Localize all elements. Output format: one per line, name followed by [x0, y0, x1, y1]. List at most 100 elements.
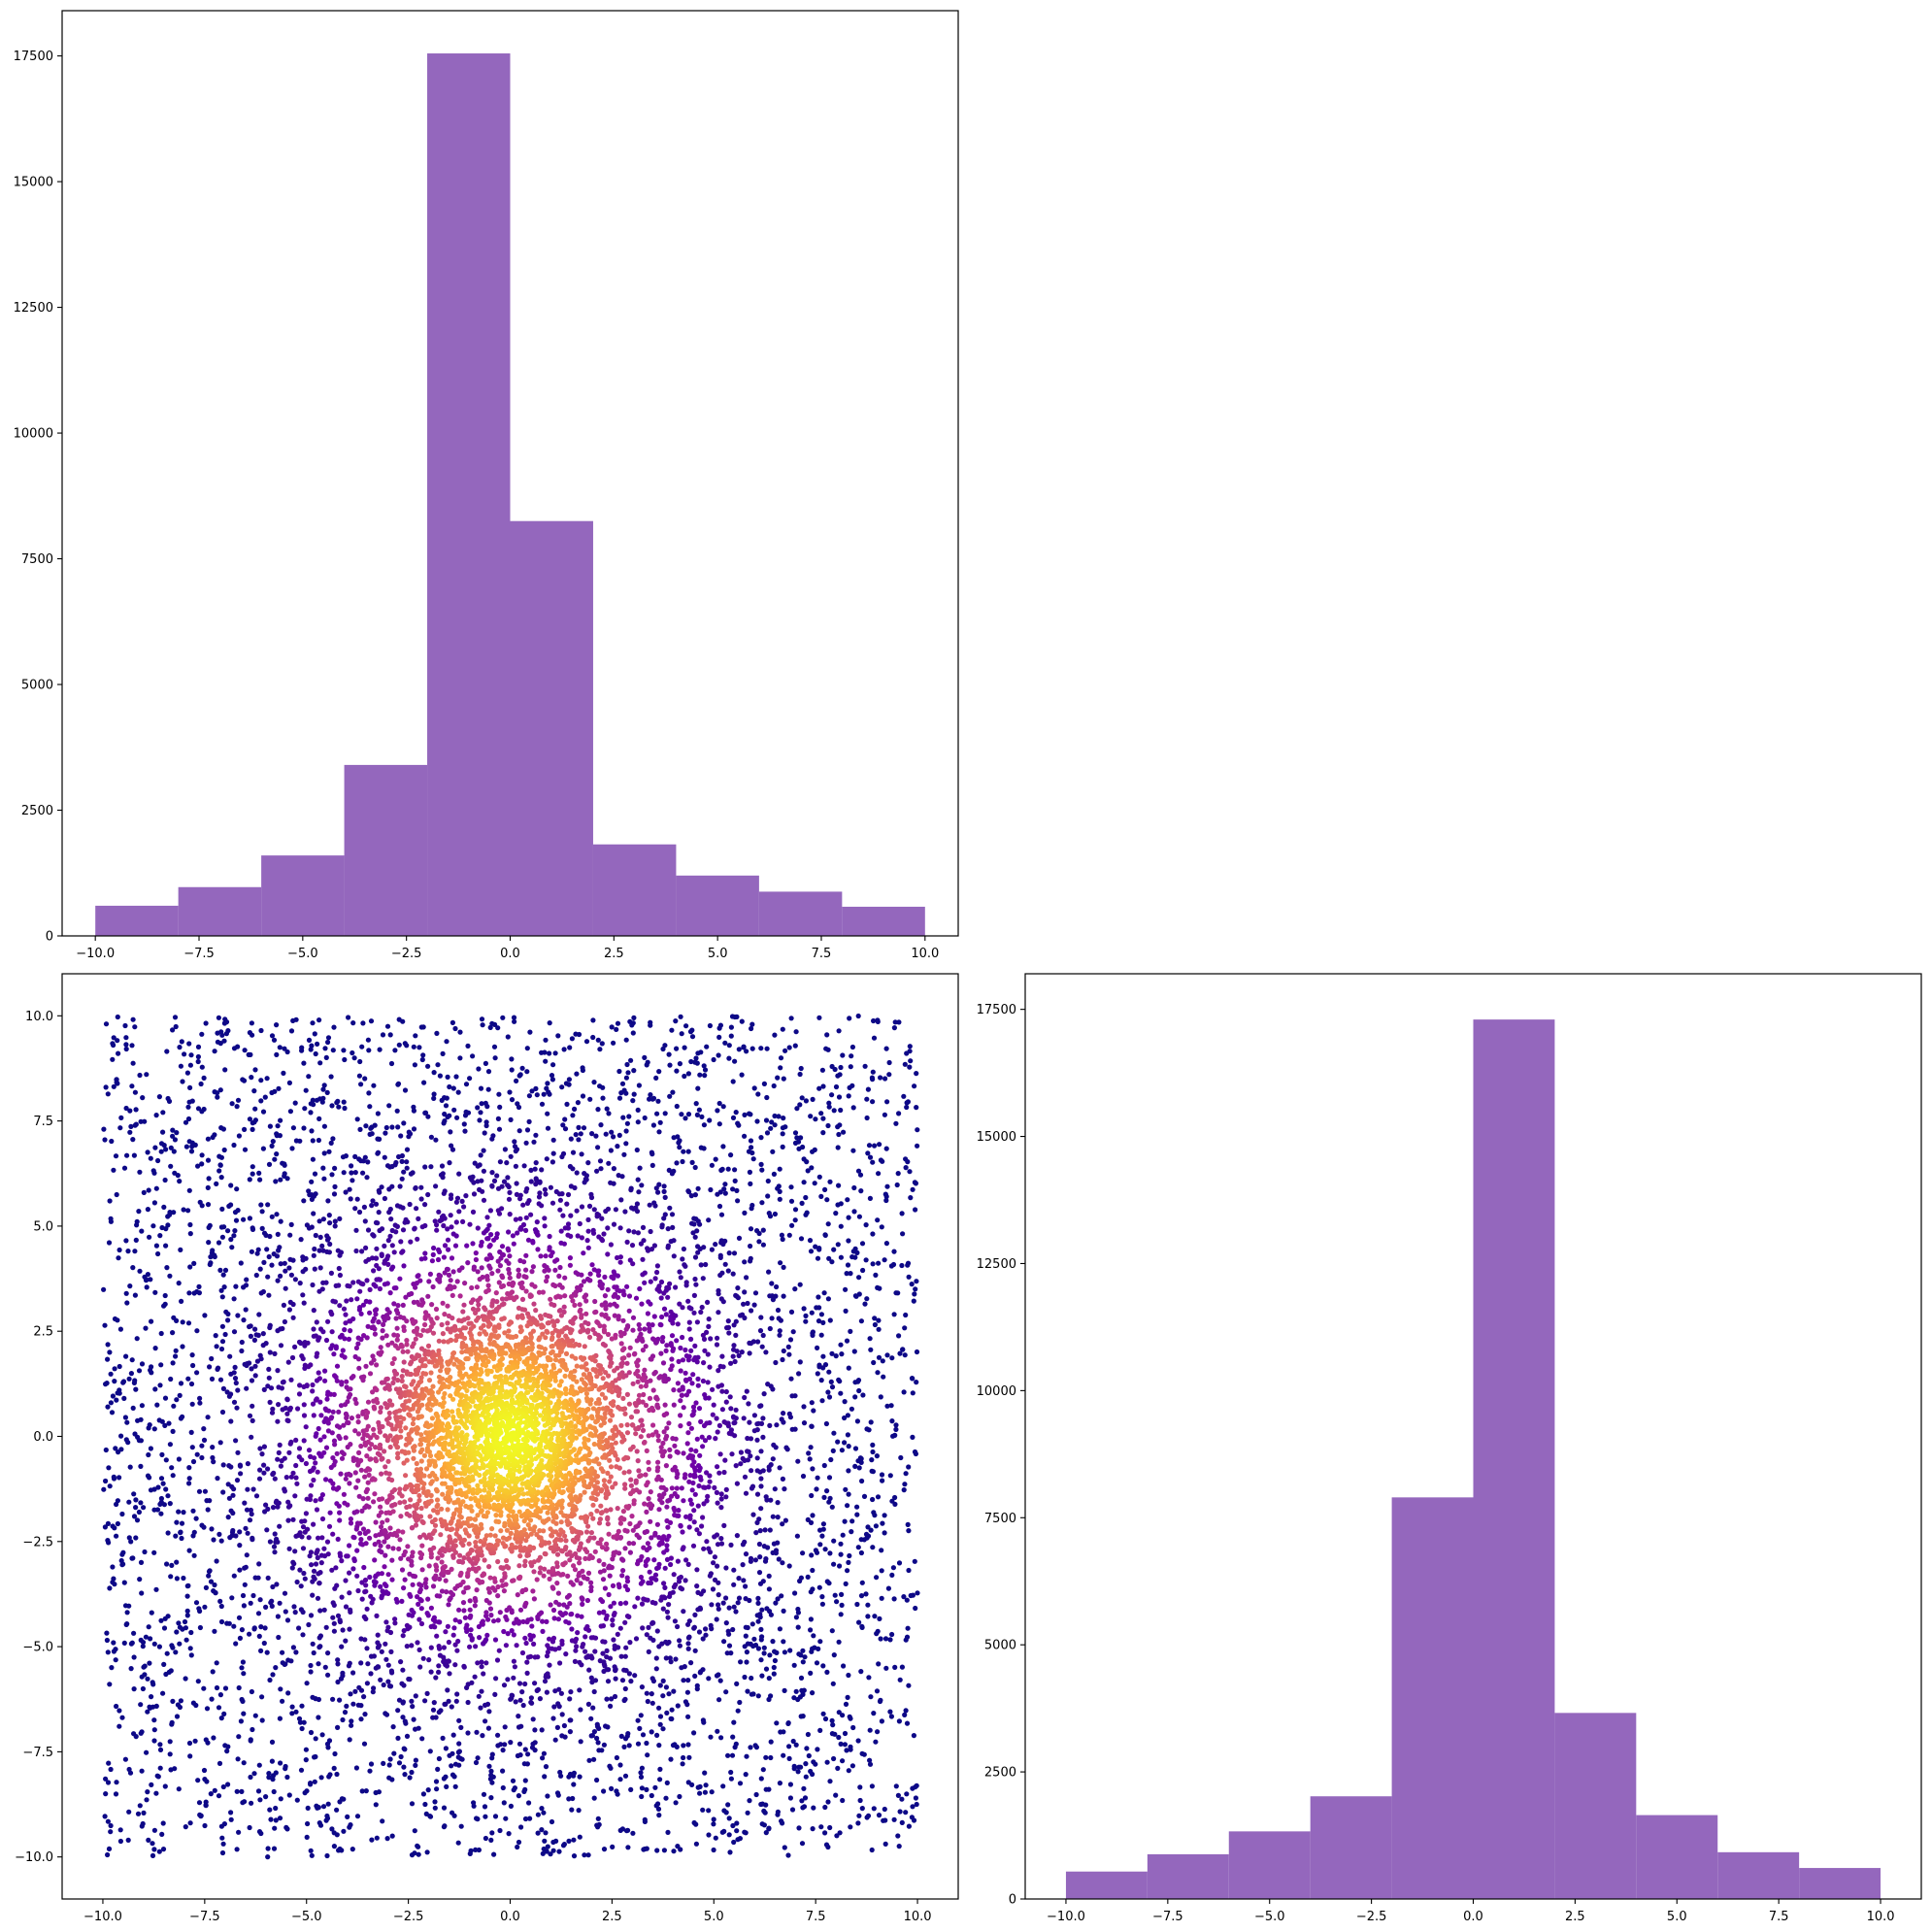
- scatter-point: [218, 1603, 224, 1610]
- scatter-point: [382, 1582, 387, 1587]
- scatter-point: [644, 1690, 649, 1696]
- scatter-point: [726, 1430, 732, 1436]
- scatter-point: [296, 1625, 302, 1631]
- scatter-point: [218, 1346, 225, 1352]
- scatter-point: [832, 1592, 838, 1598]
- scatter-point: [470, 1241, 476, 1247]
- scatter-point: [849, 1763, 856, 1769]
- scatter-point: [689, 1220, 695, 1226]
- scatter-point: [909, 1282, 915, 1287]
- scatter-point: [281, 1302, 286, 1308]
- scatter-point: [485, 1086, 491, 1092]
- scatter-point: [705, 1299, 711, 1305]
- scatter-point: [311, 1574, 316, 1580]
- scatter-point: [186, 1290, 192, 1296]
- scatter-point: [733, 1741, 739, 1747]
- scatter-point: [316, 1137, 321, 1144]
- scatter-point: [852, 1446, 859, 1451]
- scatter-point: [875, 1217, 881, 1223]
- scatter-point: [293, 1462, 299, 1469]
- scatter-point: [172, 1137, 178, 1143]
- scatter-point: [267, 1807, 273, 1813]
- scatter-point: [173, 1353, 179, 1359]
- scatter-point: [168, 1145, 174, 1150]
- scatter-point: [453, 1074, 459, 1080]
- scatter-point: [301, 1125, 307, 1131]
- scatter-point: [489, 1136, 495, 1142]
- scatter-point: [289, 1146, 295, 1151]
- scatter-point: [404, 1622, 410, 1628]
- scatter-point: [278, 1760, 283, 1766]
- scatter-point: [509, 1067, 515, 1073]
- scatter-point: [140, 1644, 146, 1649]
- scatter-point: [492, 1637, 499, 1643]
- scatter-point: [505, 1034, 511, 1040]
- scatter-point: [869, 1468, 875, 1474]
- scatter-point: [484, 1632, 490, 1638]
- scatter-point: [599, 1238, 606, 1244]
- scatter-point: [826, 1499, 832, 1505]
- scatter-point: [674, 1068, 680, 1074]
- scatter-point: [696, 1629, 703, 1635]
- scatter-point: [649, 1676, 655, 1682]
- scatter-point: [321, 1607, 327, 1613]
- scatter-point: [228, 1810, 234, 1815]
- scatter-point: [700, 1378, 707, 1384]
- scatter-point: [276, 1085, 282, 1091]
- scatter-point: [673, 1284, 679, 1290]
- scatter-point: [251, 1119, 257, 1125]
- scatter-point: [822, 1804, 828, 1811]
- scatter-point: [796, 1146, 802, 1151]
- scatter-point: [231, 1573, 237, 1579]
- scatter-point: [133, 1497, 139, 1503]
- scatter-point: [255, 1611, 262, 1616]
- scatter-point: [368, 1593, 374, 1599]
- scatter-point: [201, 1426, 207, 1432]
- scatter-point: [698, 1418, 704, 1424]
- scatter-point: [594, 1168, 600, 1174]
- scatter-point: [631, 1068, 637, 1074]
- scatter-point: [855, 1738, 861, 1744]
- scatter-point: [910, 1785, 916, 1791]
- scatter-point: [552, 1258, 558, 1264]
- scatter-point: [197, 1624, 203, 1631]
- scatter-point: [816, 1174, 822, 1180]
- scatter-point: [388, 1216, 394, 1222]
- hist-x-x-tick-label: 5.0: [708, 947, 728, 961]
- scatter-point: [522, 1747, 528, 1752]
- scatter-point: [804, 1746, 810, 1751]
- scatter-point: [815, 1255, 821, 1261]
- scatter-point: [759, 1634, 765, 1640]
- scatter-point: [760, 1416, 766, 1421]
- scatter-point: [728, 1769, 734, 1776]
- scatter-point: [226, 1620, 232, 1626]
- scatter-point: [448, 1195, 454, 1201]
- scatter-point: [759, 1200, 765, 1206]
- scatter-point: [685, 1780, 691, 1785]
- scatter-point: [781, 1076, 786, 1082]
- scatter-point: [446, 1602, 451, 1608]
- scatter-point: [311, 1649, 316, 1656]
- scatter-point: [193, 1600, 200, 1606]
- scatter-point: [334, 1378, 340, 1383]
- scatter-point: [230, 1527, 236, 1534]
- scatter-point: [199, 1443, 205, 1449]
- scatter-point: [312, 1031, 317, 1037]
- scatter-point: [364, 1278, 370, 1283]
- scatter-point: [207, 1568, 213, 1574]
- scatter-point: [237, 1635, 243, 1641]
- scatter-point: [691, 1216, 697, 1221]
- scatter-point: [761, 1650, 767, 1656]
- scatter-point: [264, 1527, 270, 1533]
- scatter-point: [638, 1770, 644, 1776]
- scatter-point: [249, 1688, 254, 1695]
- scatter-point: [174, 1397, 180, 1403]
- scatter-point: [309, 1224, 315, 1230]
- scatter-point: [486, 1709, 492, 1715]
- scatter-point: [151, 1727, 157, 1733]
- scatter-point: [155, 1157, 161, 1164]
- scatter-point: [398, 1753, 404, 1760]
- scatter-point: [551, 1704, 557, 1710]
- scatter-point: [679, 1031, 684, 1037]
- scatter-point: [845, 1503, 850, 1509]
